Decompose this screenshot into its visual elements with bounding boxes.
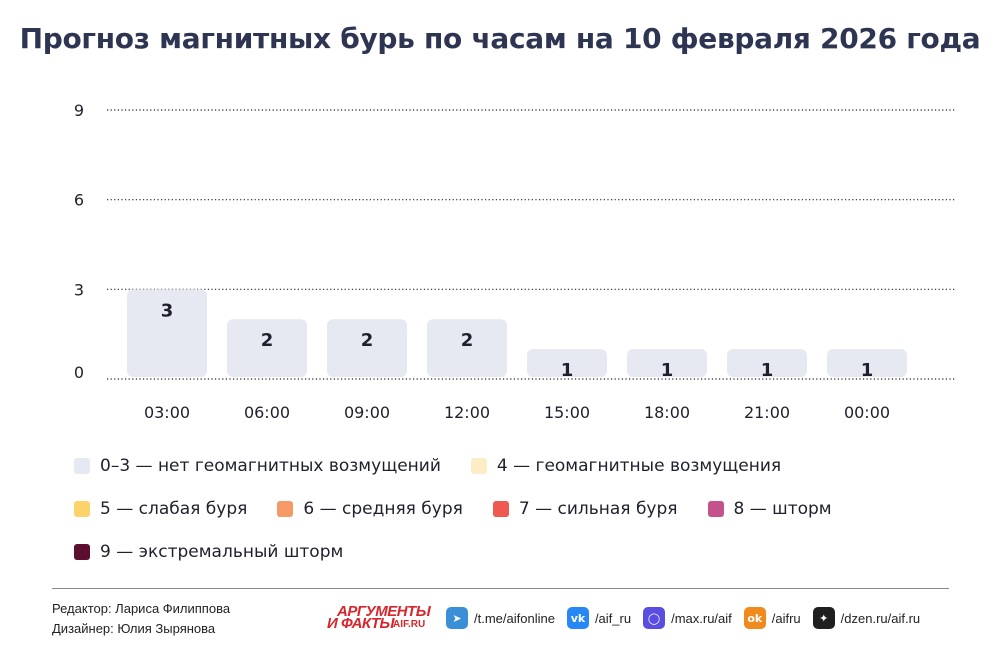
legend-item-no-disturbance: 0–3 — нет геомагнитных возмущений [74, 456, 441, 476]
legend-label: 6 — средняя буря [303, 499, 463, 519]
bar [727, 349, 807, 377]
bar-value-label: 1 [761, 360, 774, 381]
legend-item-disturbance: 4 — геомагнитные возмущения [470, 456, 782, 476]
footer-divider [52, 588, 949, 589]
legend-item-extreme-storm: 9 — экстремальный шторм [74, 542, 343, 562]
legend-label: 7 — сильная буря [518, 499, 678, 519]
bar [627, 349, 707, 377]
legend-row: 5 — слабая буря 6 — средняя буря 7 — сил… [74, 498, 954, 520]
legend-swatch [74, 544, 90, 560]
legend-swatch [277, 501, 294, 517]
legend-label: 4 — геомагнитные возмущения [496, 456, 782, 476]
legend-item-medium-storm: 6 — средняя буря [277, 499, 463, 519]
social-link-text: /aifru [771, 610, 801, 626]
legend: 0–3 — нет геомагнитных возмущений 4 — ге… [74, 455, 954, 584]
y-tick-label: 6 [74, 191, 84, 210]
y-tick-label: 3 [74, 280, 84, 299]
x-tick-label: 03:00 [144, 403, 190, 422]
x-tick-label: 06:00 [244, 403, 290, 422]
legend-swatch [470, 458, 487, 474]
social-link-text: /max.ru/aif [671, 610, 732, 626]
odnoklassniki-icon: ok [743, 607, 766, 629]
social-link-odnoklassniki[interactable]: ok /aifru [743, 607, 801, 629]
x-tick-label: 00:00 [844, 403, 890, 422]
legend-swatch [707, 501, 724, 517]
legend-swatch [74, 458, 90, 474]
credits: Редактор: Лариса Филиппова Дизайнер: Юли… [52, 599, 230, 639]
bar-value-label: 2 [261, 330, 274, 351]
logo-line-1: АРГУМЕНТЫ [337, 603, 431, 620]
social-link-text: /aif_ru [594, 610, 632, 626]
legend-label: 9 — экстремальный шторм [100, 542, 344, 562]
bar [127, 289, 207, 377]
dzen-icon: ✦ [812, 607, 835, 629]
x-tick-label: 09:00 [344, 403, 390, 422]
social-link-text: /t.me/aifonline [474, 610, 555, 626]
bar-value-label: 3 [161, 300, 174, 321]
bar [827, 349, 907, 377]
legend-item-strong-storm: 7 — сильная буря [492, 499, 678, 519]
y-tick-label: 9 [74, 101, 84, 120]
x-tick-label: 21:00 [744, 403, 790, 422]
legend-swatch [492, 501, 509, 517]
social-link-text: /dzen.ru/aif.ru [840, 610, 921, 626]
aif-logo[interactable]: АРГУМЕНТЫ И ФАКТЫ AIF.RU [327, 603, 433, 632]
bar [527, 349, 607, 377]
legend-swatch [74, 501, 90, 517]
x-tick-label: 18:00 [644, 403, 690, 422]
designer-credit: Дизайнер: Юлия Зырянова [52, 621, 216, 636]
bar [427, 319, 507, 377]
vk-icon: vk [566, 607, 589, 629]
bar-value-label: 1 [861, 360, 874, 381]
bar-value-label: 2 [361, 330, 374, 351]
legend-label: 8 — шторм [733, 499, 832, 519]
bar-value-label: 1 [561, 360, 574, 381]
chart-title: Прогноз магнитных бурь по часам на 10 фе… [19, 22, 981, 55]
telegram-icon: ➤ [446, 607, 468, 629]
social-link-vk[interactable]: vk /aif_ru [566, 607, 632, 629]
y-tick-label: 0 [74, 363, 84, 382]
legend-label: 0–3 — нет геомагнитных возмущений [100, 456, 441, 476]
bar-chart: 0 3 6 9 3 03:00 2 06:00 2 09:00 2 12:00 1 15:00 1 18:00… [74, 101, 956, 422]
editor-credit: Редактор: Лариса Филиппова [52, 601, 231, 616]
social-link-max[interactable]: ◯ /max.ru/aif [643, 607, 732, 629]
legend-item-severe-storm: 8 — шторм [707, 499, 832, 519]
x-tick-label: 12:00 [444, 403, 490, 422]
legend-row: 9 — экстремальный шторм [74, 541, 954, 563]
bar-value-label: 2 [461, 330, 474, 351]
social-links: ➤ /t.me/aifonline vk /aif_ru ◯ /max.ru/a… [446, 607, 932, 629]
legend-row: 0–3 — нет геомагнитных возмущений 4 — ге… [74, 455, 954, 477]
bar [327, 319, 407, 377]
logo-suffix: AIF.RU [393, 619, 426, 630]
legend-item-weak-storm: 5 — слабая буря [74, 499, 247, 519]
social-link-telegram[interactable]: ➤ /t.me/aifonline [446, 607, 555, 629]
bar [227, 319, 307, 377]
x-tick-label: 15:00 [544, 403, 590, 422]
legend-label: 5 — слабая буря [100, 499, 248, 519]
logo-line-2: И ФАКТЫ [327, 615, 395, 632]
max-icon: ◯ [643, 607, 666, 629]
bar-value-label: 1 [661, 360, 674, 381]
social-link-dzen[interactable]: ✦ /dzen.ru/aif.ru [812, 607, 921, 629]
